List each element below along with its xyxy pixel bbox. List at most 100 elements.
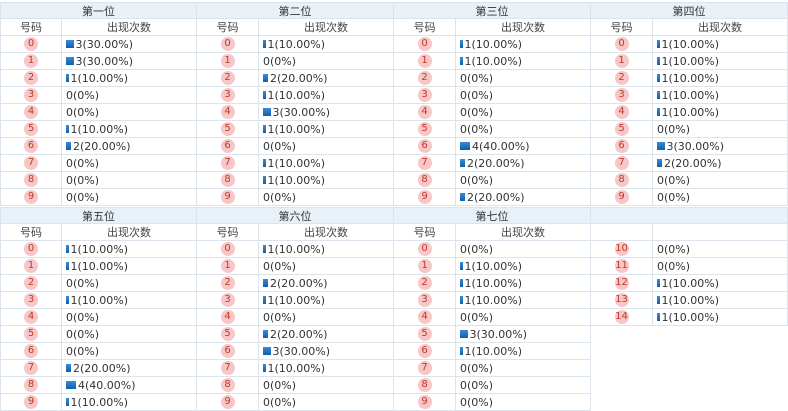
count-label: 1(10.00%) — [267, 361, 326, 375]
count-cell: 0(0%) — [653, 258, 788, 275]
number-ball: 12 — [614, 276, 629, 290]
count-cell: 1(10.00%) — [653, 275, 788, 292]
number-cell: 4 — [394, 104, 456, 121]
number-ball: 0 — [614, 37, 629, 51]
number-ball: 9 — [417, 190, 432, 204]
number-cell: 5 — [591, 121, 653, 138]
number-ball: 4 — [24, 105, 38, 119]
count-bar — [66, 142, 71, 150]
number-ball: 7 — [24, 156, 38, 170]
number-cell: 5 — [394, 121, 456, 138]
number-cell: 8 — [197, 172, 259, 189]
number-ball: 1 — [614, 54, 629, 68]
count-label: 0(0%) — [263, 395, 297, 409]
number-ball: 1 — [417, 54, 432, 68]
count-label: 1(10.00%) — [70, 71, 129, 85]
count-bar — [460, 347, 463, 355]
number-ball: 8 — [24, 173, 38, 187]
count-bar — [657, 108, 660, 116]
number-ball: 1 — [24, 259, 38, 273]
column-header: 出现次数 — [653, 19, 788, 36]
number-cell: 5 — [197, 326, 259, 343]
number-cell: 5 — [394, 326, 456, 343]
number-ball: 0 — [417, 242, 432, 256]
number-cell: 3 — [0, 292, 62, 309]
count-label: 0(0%) — [263, 310, 297, 324]
column-header: 号码 — [197, 224, 259, 241]
count-label: 0(0%) — [66, 156, 100, 170]
count-cell: 0(0%) — [456, 104, 591, 121]
number-ball: 6 — [24, 139, 38, 153]
number-ball: 3 — [417, 293, 432, 307]
number-ball: 7 — [220, 156, 235, 170]
count-bar — [460, 57, 463, 65]
count-bar — [460, 193, 465, 201]
column-header — [591, 224, 653, 241]
number-ball: 9 — [24, 190, 38, 204]
column-header: 出现次数 — [62, 19, 197, 36]
count-label: 1(10.00%) — [267, 173, 326, 187]
panel-title: 第四位 — [591, 2, 788, 19]
count-label: 0(0%) — [657, 242, 691, 256]
count-label: 3(30.00%) — [666, 139, 725, 153]
count-label: 4(40.00%) — [472, 139, 530, 153]
number-ball: 9 — [220, 190, 235, 204]
count-cell: 2(20.00%) — [259, 275, 394, 292]
count-bar — [460, 262, 463, 270]
number-ball: 4 — [24, 310, 38, 324]
count-label: 1(10.00%) — [661, 54, 720, 68]
number-cell: 14 — [591, 309, 653, 326]
number-cell: 9 — [394, 394, 456, 411]
number-cell: 2 — [0, 275, 62, 292]
number-cell: 9 — [591, 189, 653, 206]
number-cell: 4 — [197, 104, 259, 121]
number-cell: 2 — [0, 70, 62, 87]
count-cell: 0(0%) — [62, 309, 197, 326]
count-bar — [66, 381, 76, 389]
count-label: 1(10.00%) — [661, 276, 720, 290]
count-cell: 0(0%) — [259, 189, 394, 206]
count-bar — [263, 108, 271, 116]
count-label: 1(10.00%) — [661, 105, 720, 119]
count-label: 2(20.00%) — [664, 156, 722, 170]
number-cell: 9 — [0, 394, 62, 411]
number-ball: 9 — [24, 395, 38, 409]
number-ball: 10 — [614, 242, 629, 256]
number-ball: 0 — [220, 37, 235, 51]
number-ball: 0 — [24, 37, 38, 51]
number-cell: 5 — [197, 121, 259, 138]
number-ball: 3 — [24, 88, 38, 102]
number-ball: 9 — [614, 190, 629, 204]
count-cell: 0(0%) — [456, 241, 591, 258]
count-bar — [263, 330, 268, 338]
count-bar — [460, 296, 463, 304]
count-label: 2(20.00%) — [270, 276, 328, 290]
count-label: 1(10.00%) — [267, 156, 326, 170]
count-cell: 0(0%) — [456, 121, 591, 138]
number-cell: 13 — [591, 292, 653, 309]
number-cell: 7 — [197, 360, 259, 377]
column-header: 号码 — [0, 224, 62, 241]
count-bar — [66, 398, 69, 406]
count-label: 0(0%) — [66, 88, 100, 102]
number-cell: 10 — [591, 241, 653, 258]
number-cell: 0 — [591, 36, 653, 53]
count-label: 0(0%) — [657, 122, 691, 136]
count-bar — [263, 91, 266, 99]
count-cell: 0(0%) — [62, 104, 197, 121]
count-label: 2(20.00%) — [73, 361, 131, 375]
count-cell: 0(0%) — [456, 360, 591, 377]
count-label: 3(30.00%) — [75, 54, 134, 68]
count-label: 1(10.00%) — [661, 88, 720, 102]
number-ball: 1 — [417, 259, 432, 273]
number-ball: 6 — [614, 139, 629, 153]
number-ball: 2 — [220, 276, 235, 290]
number-ball: 11 — [614, 259, 629, 273]
count-bar — [657, 159, 662, 167]
count-label: 2(20.00%) — [270, 71, 328, 85]
count-cell: 1(10.00%) — [456, 258, 591, 275]
count-label: 0(0%) — [66, 310, 100, 324]
number-cell: 0 — [394, 36, 456, 53]
count-bar — [263, 347, 271, 355]
